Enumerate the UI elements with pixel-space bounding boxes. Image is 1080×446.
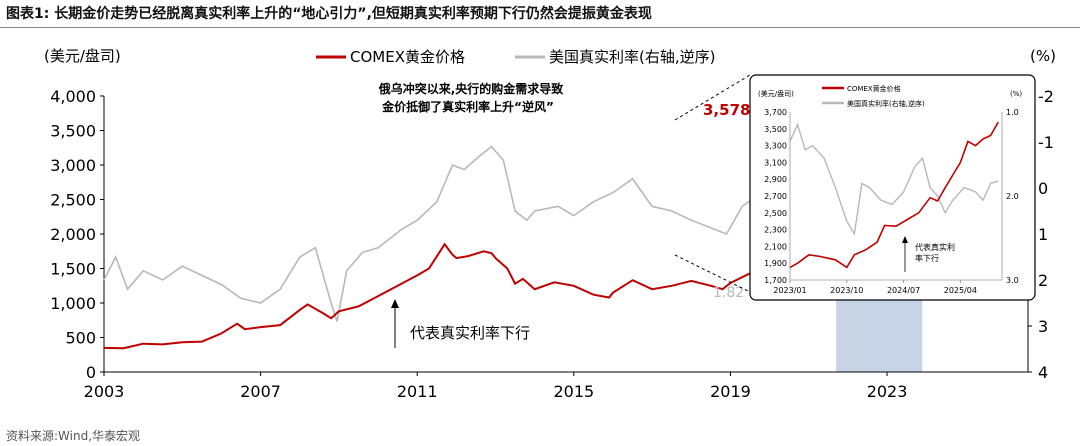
x-tick-label: 2011: [397, 382, 438, 401]
war-annotation-line2: 金价抵御了真实利率上升“逆风”: [381, 99, 554, 114]
x-tick-label: 2003: [84, 382, 125, 401]
legend-rate-label: 美国真实利率(右轴,逆序): [549, 48, 715, 66]
left-tick-label: 3,000: [50, 156, 96, 175]
inset-down-label-1: 代表真实利: [915, 242, 955, 252]
right-tick-label: 0: [1038, 179, 1048, 198]
x-tick-label: 2007: [240, 382, 281, 401]
inset-chart: 1,700 1,900 2,100 2,300 2,500 2,700 2,900 3,100…: [749, 74, 1036, 301]
left-tick-label: 3,500: [50, 122, 96, 141]
inset-legend-gold-label: COMEX黄金价格: [847, 84, 901, 93]
inset-x-tick-label: 2023/10: [830, 286, 863, 295]
inset-left-tick-label: 1,700: [764, 276, 787, 285]
inset-legend-rate-label: 美国真实利率(右轴,逆序): [847, 99, 925, 108]
left-tick-label: 4,000: [50, 87, 96, 106]
inset-x-tick-label: 2023/01: [773, 286, 806, 295]
inset-left-unit: (美元/盎司): [758, 89, 794, 98]
inset-frame: [749, 74, 1036, 301]
war-annotation-line1: 俄乌冲突以来,央行的购金需求导致: [378, 81, 565, 96]
inset-left-tick-label: 2,100: [764, 242, 787, 251]
left-tick-label: 500: [65, 329, 96, 348]
inset-left-tick-label: 2,500: [764, 209, 787, 218]
figure-title: 图表1: 长期金价走势已经脱离真实利率上升的“地心引力”,但短期真实利率预期下行…: [6, 6, 652, 22]
right-tick-label: 4: [1038, 363, 1048, 382]
left-tick-label: 0: [86, 363, 96, 382]
right-tick-label: 3: [1038, 317, 1048, 336]
left-tick-label: 2,000: [50, 225, 96, 244]
inset-left-tick-label: 2,900: [764, 175, 787, 184]
inset-left-tick-label: 2,700: [764, 192, 787, 201]
inset-right-unit: (%): [1010, 90, 1022, 98]
down-arrow-head: [391, 299, 399, 308]
inset-left-tick-label: 3,100: [764, 158, 787, 167]
right-tick-label: 2: [1038, 271, 1048, 290]
last-gold-label: 3,578: [703, 101, 750, 119]
right-tick-label: -2: [1038, 87, 1054, 106]
inset-left-tick-label: 3,700: [764, 108, 787, 117]
legend-gold-label: COMEX黄金价格: [350, 48, 465, 66]
inset-right-tick-label: 1.0: [1006, 108, 1019, 117]
zoom-connector-bottom: [674, 254, 751, 293]
source-note: 资料来源:Wind,华泰宏观: [6, 429, 141, 443]
inset-left-tick-label: 2,300: [764, 226, 787, 235]
inset-down-label-2: 率下行: [915, 253, 939, 263]
last-rate-label: 1.82: [713, 285, 744, 301]
zoom-connector-top: [674, 74, 751, 121]
inset-real-rate-line: [789, 122, 999, 236]
inset-right-tick-label: 3.0: [1006, 276, 1019, 285]
right-axis-unit: (%): [1030, 47, 1056, 65]
inset-left-tick-label: 3,500: [764, 125, 787, 134]
title-rule: [0, 27, 1080, 28]
inset-left-tick-label: 1,900: [764, 259, 787, 268]
left-tick-label: 2,500: [50, 191, 96, 210]
inset-down-arrow-head: [902, 236, 908, 243]
x-tick-label: 2019: [710, 382, 751, 401]
inset-gold-price-line: [789, 121, 999, 269]
left-axis-unit: (美元/盘司): [44, 47, 121, 65]
down-arrow-label: 代表真实利率下行: [410, 324, 530, 342]
x-tick-label: 2015: [553, 382, 594, 401]
inset-right-tick-label: 2.0: [1006, 192, 1019, 201]
left-tick-label: 1,000: [50, 294, 96, 313]
right-tick-label: 1: [1038, 225, 1048, 244]
right-tick-label: -1: [1038, 133, 1054, 152]
inset-x-tick-label: 2024/07: [887, 286, 920, 295]
inset-x-tick-label: 2025/04: [944, 286, 977, 295]
x-tick-label: 2023: [867, 382, 908, 401]
left-tick-label: 1,500: [50, 260, 96, 279]
inset-left-tick-label: 3,300: [764, 142, 787, 151]
